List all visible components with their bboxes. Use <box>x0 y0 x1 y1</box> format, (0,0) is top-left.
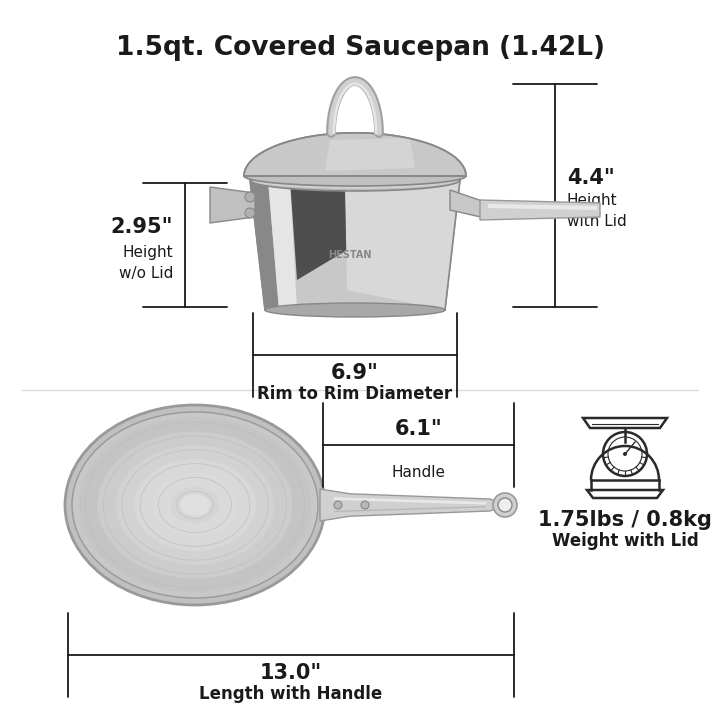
Ellipse shape <box>72 412 318 598</box>
Polygon shape <box>320 489 505 521</box>
Ellipse shape <box>116 445 274 564</box>
Ellipse shape <box>244 166 466 186</box>
Ellipse shape <box>185 498 204 513</box>
Ellipse shape <box>265 303 445 317</box>
Ellipse shape <box>134 459 256 551</box>
Ellipse shape <box>252 171 458 189</box>
Text: Rim to Rim Diameter: Rim to Rim Diameter <box>258 385 453 403</box>
Text: 1.5qt. Covered Saucepan (1.42L): 1.5qt. Covered Saucepan (1.42L) <box>115 35 605 61</box>
Circle shape <box>245 208 255 218</box>
Text: Height
with Lid: Height with Lid <box>567 192 626 228</box>
Polygon shape <box>450 190 485 218</box>
Circle shape <box>334 501 342 509</box>
Circle shape <box>361 501 369 509</box>
Text: HESTAN: HESTAN <box>328 250 372 260</box>
Polygon shape <box>210 187 255 223</box>
Polygon shape <box>250 180 279 310</box>
Ellipse shape <box>180 494 210 516</box>
Ellipse shape <box>97 431 292 579</box>
Polygon shape <box>480 200 600 220</box>
Ellipse shape <box>250 169 460 191</box>
Ellipse shape <box>65 405 325 605</box>
Ellipse shape <box>171 487 220 523</box>
Text: 13.0": 13.0" <box>260 663 322 683</box>
Text: 1.75lbs / 0.8kg: 1.75lbs / 0.8kg <box>538 510 712 530</box>
Text: Height
w/o Lid: Height w/o Lid <box>119 245 173 281</box>
Text: 2.95": 2.95" <box>110 217 173 237</box>
Circle shape <box>245 192 255 202</box>
Text: 6.9": 6.9" <box>331 363 379 383</box>
Polygon shape <box>290 180 347 280</box>
Circle shape <box>493 493 517 517</box>
Text: Handle: Handle <box>392 465 446 480</box>
Polygon shape <box>345 180 460 310</box>
Text: 6.1": 6.1" <box>395 419 442 439</box>
Ellipse shape <box>153 473 238 537</box>
Text: 4.4": 4.4" <box>567 168 615 187</box>
Circle shape <box>623 452 627 456</box>
Text: Weight with Lid: Weight with Lid <box>552 532 698 550</box>
Polygon shape <box>325 138 415 171</box>
Circle shape <box>498 498 512 512</box>
Text: Length with Handle: Length with Handle <box>199 685 382 703</box>
Polygon shape <box>268 180 297 310</box>
Ellipse shape <box>79 418 311 593</box>
Polygon shape <box>250 180 460 310</box>
Polygon shape <box>244 132 466 176</box>
